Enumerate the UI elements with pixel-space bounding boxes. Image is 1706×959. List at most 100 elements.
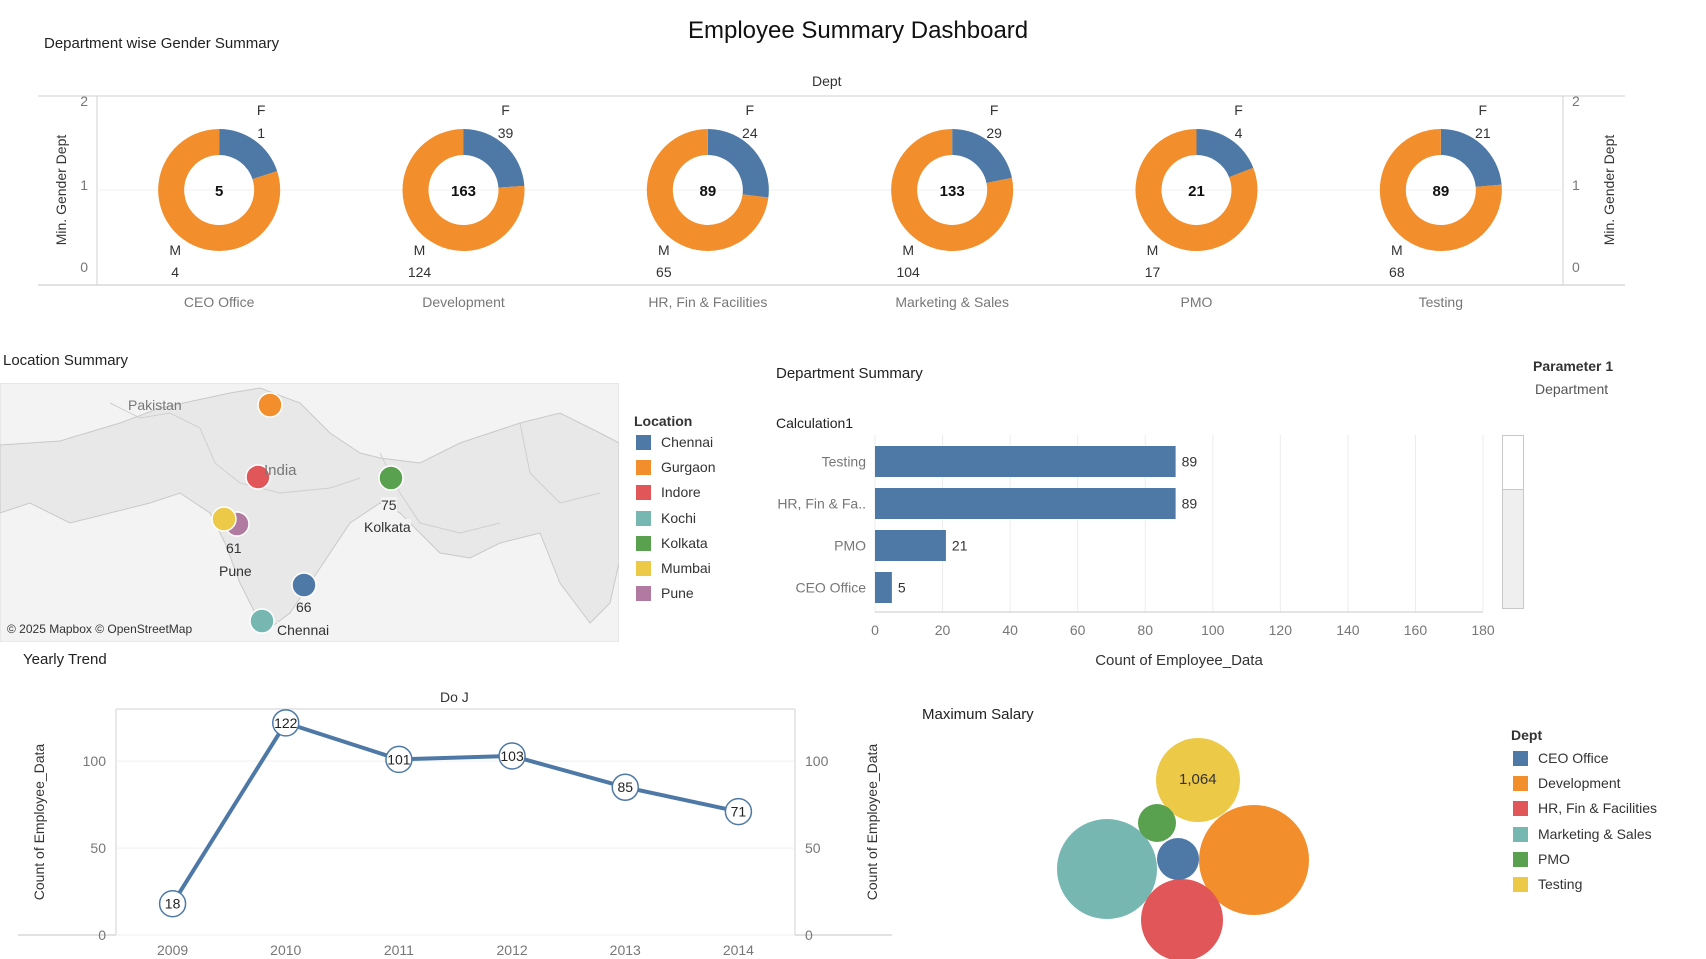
- bar-category-label: PMO: [834, 538, 866, 554]
- y-tick-right: 1: [1572, 177, 1580, 193]
- bubble-value-label: 1,064: [1179, 771, 1217, 788]
- bar: [875, 488, 1176, 519]
- donut-slice-f-ceo-office: [219, 129, 278, 180]
- dept-header-label: Dept: [812, 73, 842, 89]
- legend-label: Chennai: [661, 434, 714, 450]
- y-tick-right: 2: [1572, 93, 1580, 109]
- map-dot-mumbai: [211, 506, 237, 532]
- city-name-pune: Pune: [219, 563, 252, 579]
- x-tick-label: 140: [1336, 622, 1360, 638]
- f-value-hr-fin-facilities: 24: [742, 125, 758, 141]
- legend-item-testing[interactable]: Testing: [1513, 876, 1703, 898]
- city-value-pune: 61: [226, 540, 242, 556]
- legend-item-marketing-sales[interactable]: Marketing & Sales: [1513, 826, 1703, 848]
- x-tick-label: 2012: [497, 942, 528, 958]
- x-tick-label: 180: [1471, 622, 1495, 638]
- donut-slice-m-hr-fin-facilities: [646, 129, 769, 251]
- data-point: [272, 709, 300, 737]
- data-point-label: 103: [500, 748, 524, 764]
- bar-category-label: CEO Office: [795, 580, 866, 596]
- donut-slice-m-pmo: [1135, 129, 1258, 252]
- bar-value-label: 89: [1182, 496, 1198, 512]
- legend-item-indore[interactable]: Indore: [636, 484, 756, 506]
- legend-item-pune[interactable]: Pune: [636, 585, 756, 607]
- maximum-salary-title: Maximum Salary: [922, 706, 1034, 723]
- bubble-development: [1199, 805, 1309, 915]
- map-attribution: © 2025 Mapbox © OpenStreetMap: [7, 622, 193, 636]
- salary-bubble-chart: [1057, 738, 1309, 959]
- donut-slice-m-testing: [1379, 129, 1502, 251]
- legend-item-gurgaon[interactable]: Gurgaon: [636, 459, 756, 481]
- legend-item-development[interactable]: Development: [1513, 775, 1703, 797]
- legend-label: Gurgaon: [661, 459, 716, 475]
- legend-label: Development: [1538, 775, 1621, 791]
- bar: [875, 530, 946, 561]
- x-tick-label: 100: [1201, 622, 1225, 638]
- bubble-pmo: [1138, 804, 1176, 842]
- legend-label: Indore: [661, 484, 701, 500]
- x-tick-label: 160: [1404, 622, 1428, 638]
- yearly-top-label: Do J: [440, 689, 469, 705]
- trend-line: [170, 720, 739, 905]
- y-tick-left: 0: [80, 259, 88, 275]
- y-axis-label-right: Count of Employee_Data: [864, 744, 880, 901]
- department-bar-chart: 0 20 40 60 80 100 120 140 160 180 Count of Employe…: [777, 435, 1495, 669]
- donut-total-marketing-sales: 133: [940, 183, 965, 200]
- legend-item-mumbai[interactable]: Mumbai: [636, 560, 756, 582]
- donut-slice-f-development: [463, 129, 525, 188]
- f-label: F: [257, 102, 266, 118]
- f-value-testing: 21: [1475, 125, 1491, 141]
- legend-item-chennai[interactable]: Chennai: [636, 434, 756, 456]
- data-point-label: 18: [165, 896, 181, 912]
- x-tick-label: 20: [935, 622, 951, 638]
- y-tick-left: 50: [90, 840, 106, 856]
- gender-donut-chart: 0 0 1 1 2 2 Min. Gender Dept Min. Gender Dept 5 F…: [38, 93, 1625, 310]
- m-value-marketing-sales: 104: [896, 264, 920, 280]
- map-dot-kolkata: [378, 465, 404, 491]
- donut-total-ceo-office: 5: [215, 183, 223, 200]
- m-value-ceo-office: 4: [171, 264, 179, 280]
- legend-item-kochi[interactable]: Kochi: [636, 510, 756, 532]
- bar-value-label: 89: [1182, 454, 1198, 470]
- legend-item-kolkata[interactable]: Kolkata: [636, 535, 756, 557]
- bar-value-label: 21: [952, 538, 968, 554]
- map-label-pakistan: Pakistan: [128, 397, 182, 413]
- donut-slice-m-ceo-office: [158, 129, 281, 252]
- data-point-label: 71: [731, 804, 747, 820]
- bar: [875, 572, 892, 603]
- donut-total-pmo: 21: [1188, 183, 1205, 200]
- y-axis-label-left: Min. Gender Dept: [53, 135, 69, 246]
- salary-legend-title: Dept: [1511, 727, 1543, 743]
- legend-item-ceo-office[interactable]: CEO Office: [1513, 750, 1703, 772]
- yearly-trend-title: Yearly Trend: [23, 651, 107, 668]
- y-tick-right: 0: [1572, 259, 1580, 275]
- x-tick-label: 2013: [610, 942, 641, 958]
- f-label: F: [990, 102, 999, 118]
- y-axis-label-right: Min. Gender Dept: [1601, 135, 1617, 246]
- location-map[interactable]: [0, 383, 619, 642]
- legend-item-pmo[interactable]: PMO: [1513, 851, 1703, 873]
- legend-label: PMO: [1538, 851, 1570, 867]
- legend-label: Kochi: [661, 510, 697, 526]
- x-tick-label: 0: [871, 622, 879, 638]
- bar-chart-scrollbar[interactable]: [1502, 435, 1524, 609]
- map-dot-chennai: [291, 572, 317, 598]
- location-legend-title: Location: [634, 413, 693, 429]
- bar-value-label: 5: [898, 580, 906, 596]
- parameter-value[interactable]: Department: [1535, 381, 1609, 397]
- m-label: M: [169, 242, 181, 258]
- bubble-marketing-sales: [1057, 819, 1157, 919]
- donut-total-hr-fin-facilities: 89: [699, 183, 716, 200]
- gender-summary-title: Department wise Gender Summary: [44, 35, 280, 52]
- x-tick-label: 2009: [157, 942, 188, 958]
- x-tick-label: 120: [1269, 622, 1293, 638]
- f-value-development: 39: [498, 125, 514, 141]
- city-value-chennai: 66: [296, 599, 312, 615]
- y-tick-right: 50: [805, 840, 821, 856]
- legend-item-hr-fin-facilities[interactable]: HR, Fin & Facilities: [1513, 800, 1703, 822]
- bubble-testing: [1156, 738, 1240, 822]
- legend-label: CEO Office: [1538, 750, 1609, 766]
- dept-axis-label-ceo-office: CEO Office: [184, 294, 255, 310]
- scrollbar-thumb[interactable]: [1503, 436, 1523, 490]
- m-label: M: [658, 242, 670, 258]
